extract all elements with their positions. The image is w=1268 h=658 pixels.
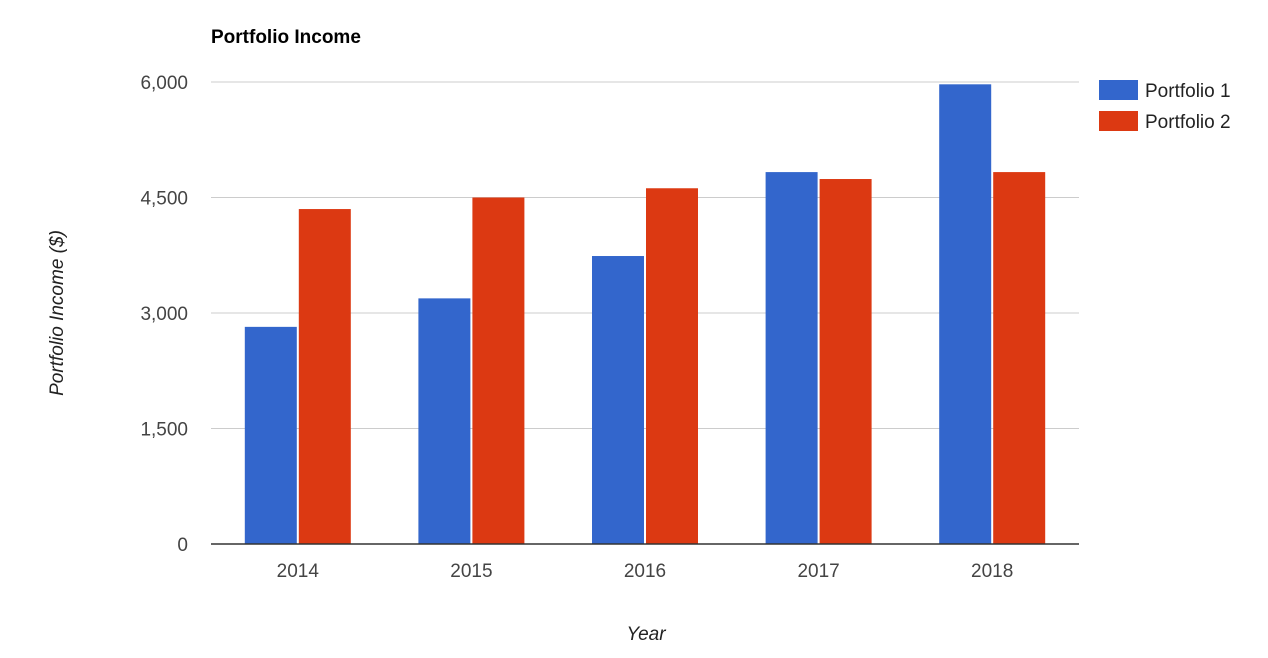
y-tick-label: 3,000 [140, 304, 188, 325]
bar-portfolio-2-2017 [819, 179, 872, 544]
bar-portfolio-1-2015 [418, 298, 471, 544]
bar-portfolio-2-2014 [298, 209, 351, 545]
y-tick-label: 1,500 [140, 420, 188, 441]
y-tick-label: 6,000 [140, 73, 188, 94]
legend-swatch [1099, 111, 1138, 131]
bar-portfolio-1-2018 [939, 84, 992, 544]
bar-portfolio-2-2016 [646, 188, 698, 544]
legend: Portfolio 1 Portfolio 2 [1099, 80, 1231, 133]
x-tick-label: 2015 [450, 561, 492, 582]
legend-swatch [1099, 80, 1138, 100]
x-axis-ticks: 2014 2015 2016 2017 2018 [277, 561, 1014, 582]
y-tick-label: 0 [177, 535, 188, 556]
chart-title: Portfolio Income [211, 27, 361, 48]
bar-portfolio-2-2018 [993, 172, 1046, 544]
x-axis-title: Year [626, 624, 666, 645]
x-tick-label: 2014 [277, 561, 320, 582]
y-axis-ticks: 0 1,500 3,000 4,500 6,000 [140, 73, 188, 556]
x-tick-label: 2018 [971, 561, 1013, 582]
bar-portfolio-2-2015 [472, 197, 525, 544]
bar-portfolio-1-2016 [592, 256, 644, 544]
legend-label: Portfolio 2 [1145, 112, 1231, 133]
gridlines [211, 81, 1079, 429]
legend-label: Portfolio 1 [1145, 81, 1231, 102]
bar-portfolio-1-2014 [244, 326, 297, 544]
x-tick-label: 2016 [624, 561, 666, 582]
y-axis-title: Portfolio Income ($) [47, 230, 68, 396]
y-tick-label: 4,500 [140, 189, 188, 210]
bar-portfolio-1-2017 [765, 172, 818, 544]
bars [244, 84, 1046, 545]
x-tick-label: 2017 [797, 561, 839, 582]
